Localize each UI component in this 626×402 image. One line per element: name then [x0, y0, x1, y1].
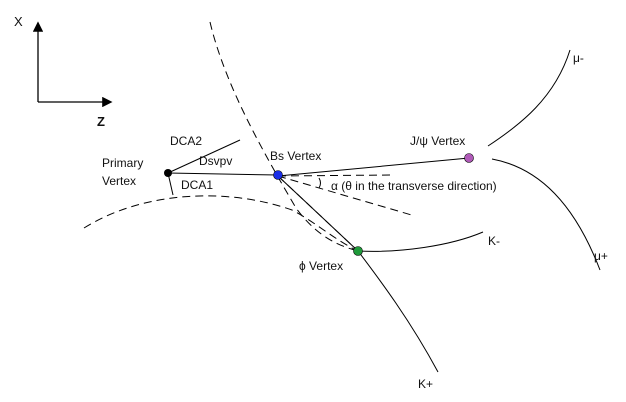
k-minus-extrapolation — [83, 195, 359, 252]
dsvpv-line — [167, 172, 279, 176]
bs-to-jpsi-line — [277, 157, 470, 177]
bs-vertex-dot — [273, 170, 283, 180]
x-axis-label: X — [14, 14, 23, 29]
extrapolated-tracks — [83, 21, 416, 252]
dca1-label: DCA1 — [181, 178, 213, 192]
phi-vertex-dot — [353, 246, 363, 256]
k-minus-track — [357, 231, 484, 252]
alpha-angle-arc — [318, 177, 321, 189]
bs-to-phi-line — [277, 175, 359, 252]
z-axis-label: Z — [97, 114, 105, 129]
primary-vertex-label-line2: Vertex — [102, 174, 136, 188]
transverse-direction-line — [277, 174, 391, 177]
bs-momentum-direction — [277, 175, 416, 217]
mu-plus-label: μ+ — [594, 249, 608, 263]
jpsi-vertex-label: J/ψ Vertex — [410, 134, 465, 148]
mu-minus-label: μ- — [573, 51, 584, 65]
mu-minus-track — [487, 49, 571, 147]
dsvpv-label: Dsvpv — [199, 154, 232, 168]
dca2-label: DCA2 — [170, 134, 202, 148]
k-plus-track — [357, 250, 439, 373]
dca2-line — [167, 139, 241, 174]
phi-vertex-label: ϕ Vertex — [299, 259, 343, 273]
k-plus-extrapolation — [209, 21, 359, 252]
k-plus-label: K+ — [418, 377, 433, 391]
bs-vertex-label: Bs Vertex — [270, 149, 321, 163]
k-minus-label: K- — [488, 234, 500, 248]
jpsi-vertex-dot — [464, 153, 474, 163]
primary-vertex-label-line1: Primary — [102, 156, 143, 170]
primary-vertex-dot — [164, 169, 172, 177]
mu-plus-track — [491, 158, 601, 271]
alpha-label: α (θ in the transverse direction) — [331, 179, 497, 193]
coordinate-axes: X Z — [14, 14, 113, 129]
solid-tracks — [167, 49, 601, 373]
